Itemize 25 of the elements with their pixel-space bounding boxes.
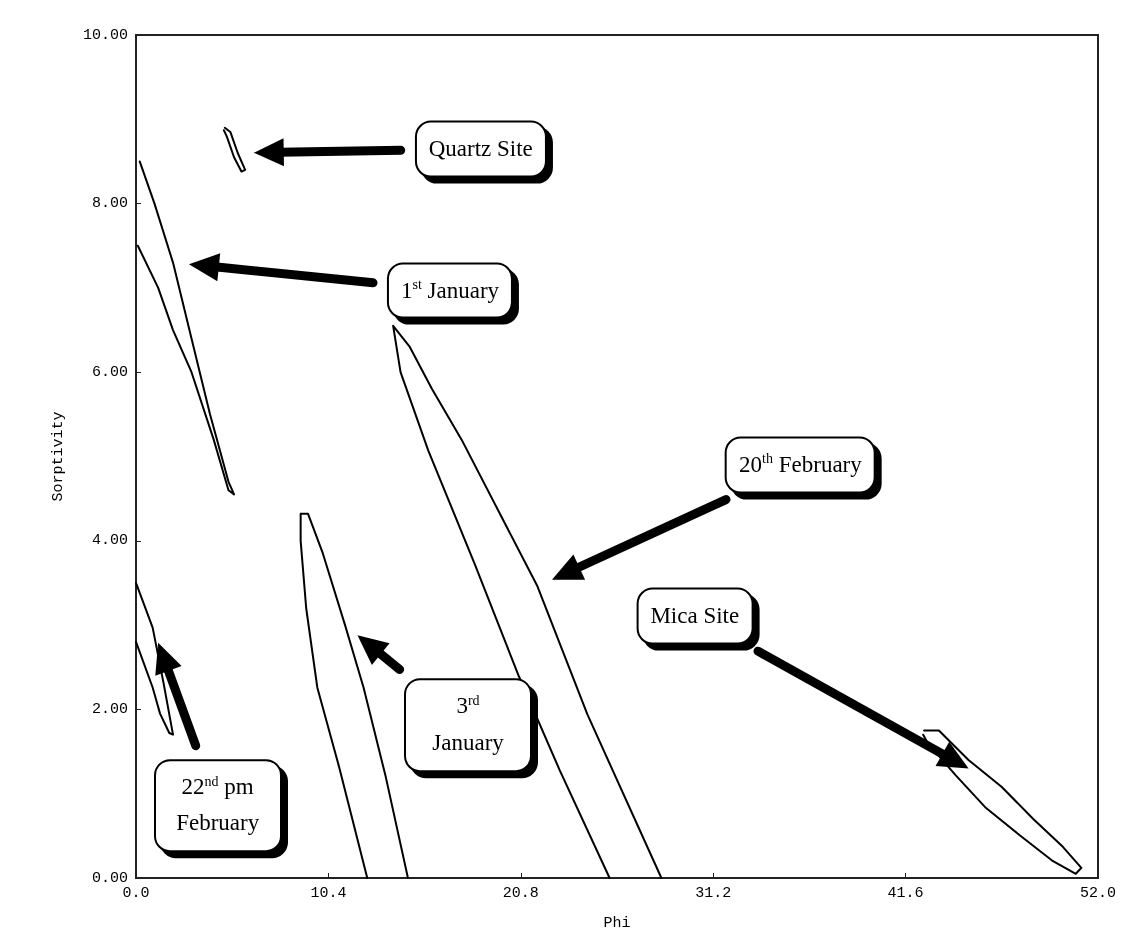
y-axis-title: Sorptivity — [50, 411, 67, 502]
y-tick-label: 4.00 — [91, 532, 128, 550]
y-tick-label: 2.00 — [91, 700, 128, 718]
line-series — [922, 729, 1083, 875]
x-tick-label: 31.2 — [695, 885, 732, 902]
y-tick-label: 10.00 — [82, 26, 128, 44]
annotation: 20$^{th}$ February — [725, 436, 876, 494]
y-tick-label: 0.00 — [91, 869, 128, 887]
x-tick-label: 41.6 — [887, 885, 924, 902]
x-tick-label: 52.0 — [1079, 885, 1117, 902]
y-tick-label: 6.00 — [91, 363, 128, 381]
annotation: 22$^{nd}$ pm February — [153, 758, 282, 853]
x-axis-title: Phi — [603, 915, 631, 932]
annotation: 1$^{st}$ January — [386, 262, 514, 320]
x-tick-label: 0.0 — [122, 885, 150, 902]
x-tick-label: 10.4 — [310, 885, 347, 902]
text: 3$^{rd}$ January — [432, 692, 504, 756]
line-series — [135, 581, 174, 736]
line-series — [222, 126, 247, 173]
x-tick-label: 20.8 — [502, 885, 539, 902]
y-tick-label: 8.00 — [91, 195, 128, 213]
annotation: Quartz Site — [414, 120, 547, 178]
line-series — [136, 160, 236, 496]
annotation: Mica Site — [636, 587, 754, 645]
line-series — [299, 512, 409, 879]
